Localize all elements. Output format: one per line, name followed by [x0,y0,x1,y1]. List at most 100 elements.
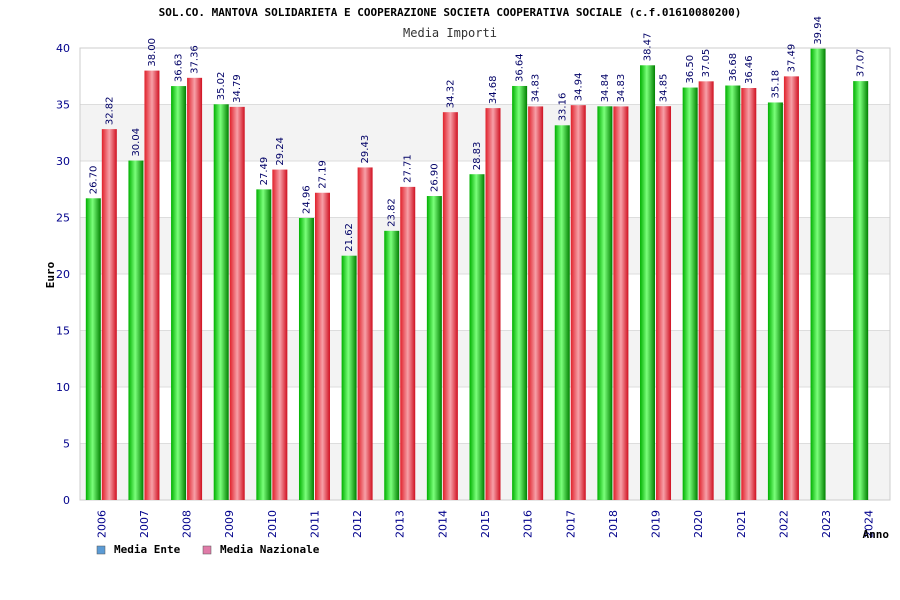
legend: Media Ente Media Nazionale [96,543,320,556]
bar-nazionale [187,77,203,500]
bar-value-label: 28.83 [472,142,483,171]
bar-ente [469,174,485,500]
y-tick-label: 15 [56,325,70,338]
bars: 26.70 32.82 30.04 38.00 36.63 37.36 35.02 34.79… [85,16,869,501]
bar-nazionale [272,169,288,500]
x-tick-label: 2022 [777,510,790,538]
bar-nazionale [613,106,629,501]
bar-nazionale [144,70,160,500]
bar-ente [640,65,656,500]
bar-value-label: 27.71 [403,154,414,183]
bar-value-label: 34.84 [600,74,611,103]
x-tick-label: 2011 [308,510,321,538]
bar-ente [810,48,826,500]
chart-subtitle: Media Importi [403,26,497,40]
bar-value-label: 38.47 [643,33,654,62]
bar-value-label: 34.32 [445,80,456,109]
bar-ente [213,104,229,501]
bar-ente [597,106,613,501]
bar-value-label: 37.07 [856,48,867,77]
bar-ente [512,85,528,500]
x-tick-label: 2023 [820,510,833,538]
bar-ente [853,81,869,500]
bar-ente [171,86,187,501]
x-tick-label: 2024 [863,510,876,538]
y-tick-label: 25 [56,212,70,225]
bar-value-label: 29.43 [360,135,371,164]
bar-nazionale [656,106,672,500]
x-tick-label: 2010 [266,510,279,538]
bar-value-label: 35.18 [770,70,781,99]
y-tick-label: 35 [56,99,70,112]
y-tick-label: 10 [56,381,70,394]
y-tick-label: 5 [63,438,70,451]
bar-ente [341,255,357,500]
y-tick-label: 20 [56,268,70,281]
bar-value-label: 36.46 [744,55,755,84]
x-tick-label: 2017 [564,510,577,538]
bar-value-label: 34.83 [616,74,627,103]
bar-nazionale [528,106,544,501]
bar-value-label: 37.36 [190,45,201,74]
bar-value-label: 36.63 [174,53,185,82]
bar-nazionale [485,108,501,500]
y-axis-title: Euro [44,261,57,288]
bar-ente [128,160,144,500]
bar-nazionale [442,112,458,501]
bar-nazionale [783,76,799,500]
bar-value-label: 27.49 [259,157,270,186]
bar-value-label: 36.64 [515,53,526,82]
bar-ente [85,198,101,501]
bar-ente [767,102,783,500]
bar-value-label: 37.49 [786,44,797,73]
x-tick-label: 2014 [436,510,449,538]
bar-value-label: 34.83 [531,74,542,103]
bar-ente [298,217,314,500]
bar-value-label: 33.16 [557,93,568,122]
bar-ente [725,85,741,501]
bar-ente [682,87,698,501]
bar-value-label: 34.85 [659,74,670,103]
x-tick-label: 2006 [95,510,108,538]
legend-swatch-ente [96,545,106,555]
bar-value-label: 34.94 [573,73,584,102]
bar-value-label: 32.82 [104,96,115,125]
bar-value-label: 21.62 [344,223,355,252]
bar-nazionale [229,106,245,501]
x-tick-label: 2021 [735,510,748,538]
y-tick-label: 30 [56,155,70,168]
y-tick-label: 0 [63,494,70,507]
legend-swatch-nazionale [202,545,212,555]
bar-value-label: 30.04 [131,128,142,157]
x-tick-label: 2020 [692,510,705,538]
x-tick-label: 2012 [351,510,364,538]
bar-nazionale [741,88,757,500]
bar-ente [426,196,442,500]
bar-value-label: 36.50 [685,55,696,84]
bar-ente [384,230,400,501]
bar-value-label: 27.19 [317,160,328,189]
bar-value-label: 34.79 [232,74,243,103]
y-axis-ticks: 0 5 10 15 20 25 30 35 40 [56,42,70,507]
legend-label-nazionale: Media Nazionale [220,543,320,556]
x-tick-label: 2008 [181,510,194,538]
bar-value-label: 36.68 [728,53,739,82]
bar-nazionale [698,81,714,501]
bar-value-label: 35.02 [216,72,227,101]
bar-value-label: 26.70 [88,166,99,195]
x-tick-label: 2007 [138,510,151,538]
x-tick-label: 2015 [479,510,492,538]
bar-nazionale [570,105,586,500]
plot-frame [79,47,891,501]
y-tick-label: 40 [56,42,70,55]
x-tick-label: 2009 [223,510,236,538]
bar-value-label: 24.96 [301,185,312,214]
bar-value-label: 29.24 [275,137,286,166]
bar-value-label: 23.82 [387,198,398,227]
bar-ente [554,125,570,501]
x-tick-label: 2016 [522,510,535,538]
x-tick-label: 2019 [650,510,663,538]
bar-nazionale [357,167,373,501]
x-axis-ticks: 2006 2007 2008 2009 2010 2011 2012 2013 2014 2015… [95,510,875,538]
